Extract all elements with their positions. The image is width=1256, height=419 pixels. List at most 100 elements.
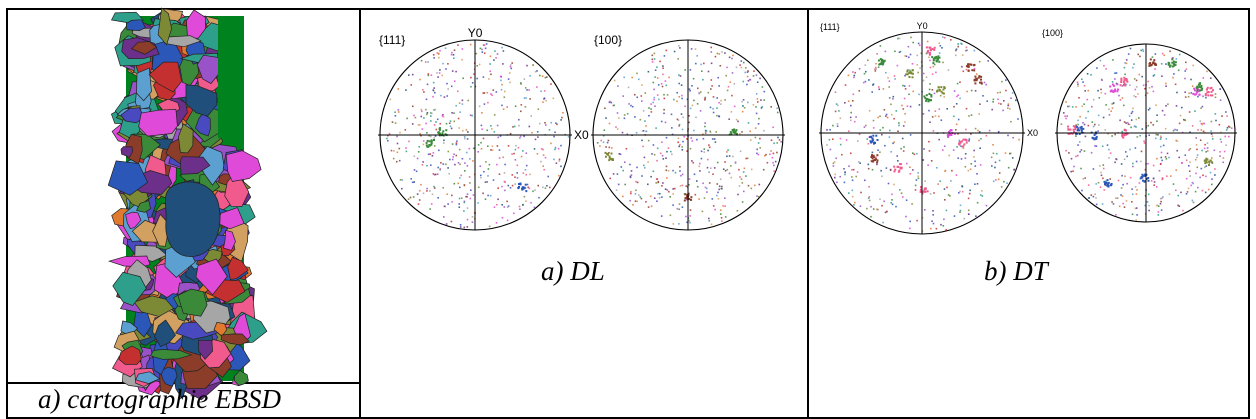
orientation-point	[441, 132, 444, 135]
orientation-point	[394, 122, 397, 124]
orientation-point	[1212, 89, 1214, 92]
orientation-point	[644, 120, 646, 122]
orientation-point	[487, 145, 489, 147]
orientation-point	[426, 139, 429, 142]
orientation-point	[720, 99, 722, 102]
orientation-point	[499, 75, 502, 78]
grain	[120, 146, 134, 158]
orientation-point	[1219, 151, 1221, 153]
orientation-point	[661, 154, 664, 157]
orientation-point	[511, 153, 513, 155]
orientation-point	[1198, 93, 1201, 96]
orientation-point	[873, 156, 876, 159]
orientation-point	[1090, 74, 1092, 76]
orientation-point	[864, 179, 866, 182]
orientation-point	[898, 51, 901, 53]
orientation-point	[481, 48, 483, 51]
orientation-point	[923, 72, 925, 75]
orientation-point	[926, 50, 929, 53]
orientation-point	[997, 178, 1000, 181]
orientation-point	[1112, 59, 1114, 61]
orientation-point	[1005, 89, 1007, 92]
orientation-point	[524, 106, 527, 108]
orientation-point	[891, 193, 893, 196]
orientation-point	[980, 82, 983, 85]
orientation-point	[1077, 85, 1079, 87]
orientation-point	[883, 59, 886, 62]
orientation-point	[1098, 97, 1101, 99]
orientation-point	[839, 143, 842, 146]
orientation-point	[909, 69, 911, 72]
orientation-point	[686, 138, 688, 140]
orientation-point	[1175, 105, 1178, 107]
grain	[157, 7, 172, 46]
orientation-point	[1159, 202, 1162, 205]
orientation-point	[496, 53, 499, 55]
orientation-point	[1111, 201, 1113, 203]
orientation-point	[853, 74, 856, 77]
orientation-point	[450, 53, 453, 56]
orientation-point	[1075, 124, 1077, 126]
orientation-point	[665, 169, 668, 172]
orientation-point	[918, 104, 921, 106]
orientation-point	[871, 140, 874, 143]
orientation-point	[716, 107, 718, 109]
orientation-point	[1084, 135, 1087, 138]
orientation-point	[935, 227, 938, 230]
orientation-point	[735, 132, 738, 135]
orientation-point	[1083, 123, 1086, 126]
orientation-point	[974, 90, 977, 92]
orientation-point	[1117, 88, 1119, 91]
orientation-point	[1191, 181, 1194, 184]
orientation-point	[1091, 105, 1093, 108]
orientation-point	[1077, 119, 1079, 122]
orientation-point	[438, 72, 441, 74]
orientation-point	[519, 208, 521, 210]
orientation-point	[698, 165, 700, 168]
orientation-point	[1121, 97, 1124, 99]
orientation-point	[469, 114, 472, 116]
orientation-point	[612, 173, 615, 175]
orientation-point	[1209, 159, 1212, 162]
grain	[148, 61, 182, 93]
orientation-point	[1199, 120, 1202, 122]
orientation-point	[956, 146, 958, 148]
orientation-point	[957, 118, 960, 121]
orientation-point	[702, 78, 704, 81]
orientation-point	[1080, 149, 1083, 151]
orientation-point	[463, 200, 466, 203]
orientation-point	[555, 162, 558, 164]
orientation-point	[933, 192, 935, 194]
orientation-point	[666, 189, 669, 191]
orientation-point	[691, 85, 693, 87]
orientation-point	[855, 116, 857, 118]
orientation-point	[834, 173, 836, 176]
orientation-point	[1134, 88, 1137, 91]
orientation-point	[891, 199, 893, 201]
orientation-point	[851, 179, 854, 182]
orientation-point	[1093, 138, 1096, 141]
orientation-point	[1060, 123, 1063, 125]
orientation-point	[713, 138, 716, 140]
orientation-point	[631, 76, 633, 79]
orientation-point	[523, 195, 526, 198]
orientation-point	[947, 134, 950, 137]
orientation-point	[1200, 129, 1203, 131]
orientation-point	[738, 185, 741, 187]
orientation-point	[1200, 107, 1202, 109]
orientation-point	[845, 139, 848, 141]
orientation-point	[870, 160, 873, 163]
orientation-point	[1149, 58, 1152, 61]
orientation-point	[603, 129, 606, 131]
orientation-point	[702, 137, 705, 140]
orientation-point	[973, 64, 975, 67]
orientation-point	[978, 60, 981, 63]
orientation-point	[719, 209, 722, 211]
orientation-point	[1079, 151, 1081, 153]
orientation-point	[1129, 47, 1132, 50]
grain	[107, 160, 149, 196]
orientation-point	[443, 216, 445, 218]
orientation-point	[438, 52, 440, 55]
